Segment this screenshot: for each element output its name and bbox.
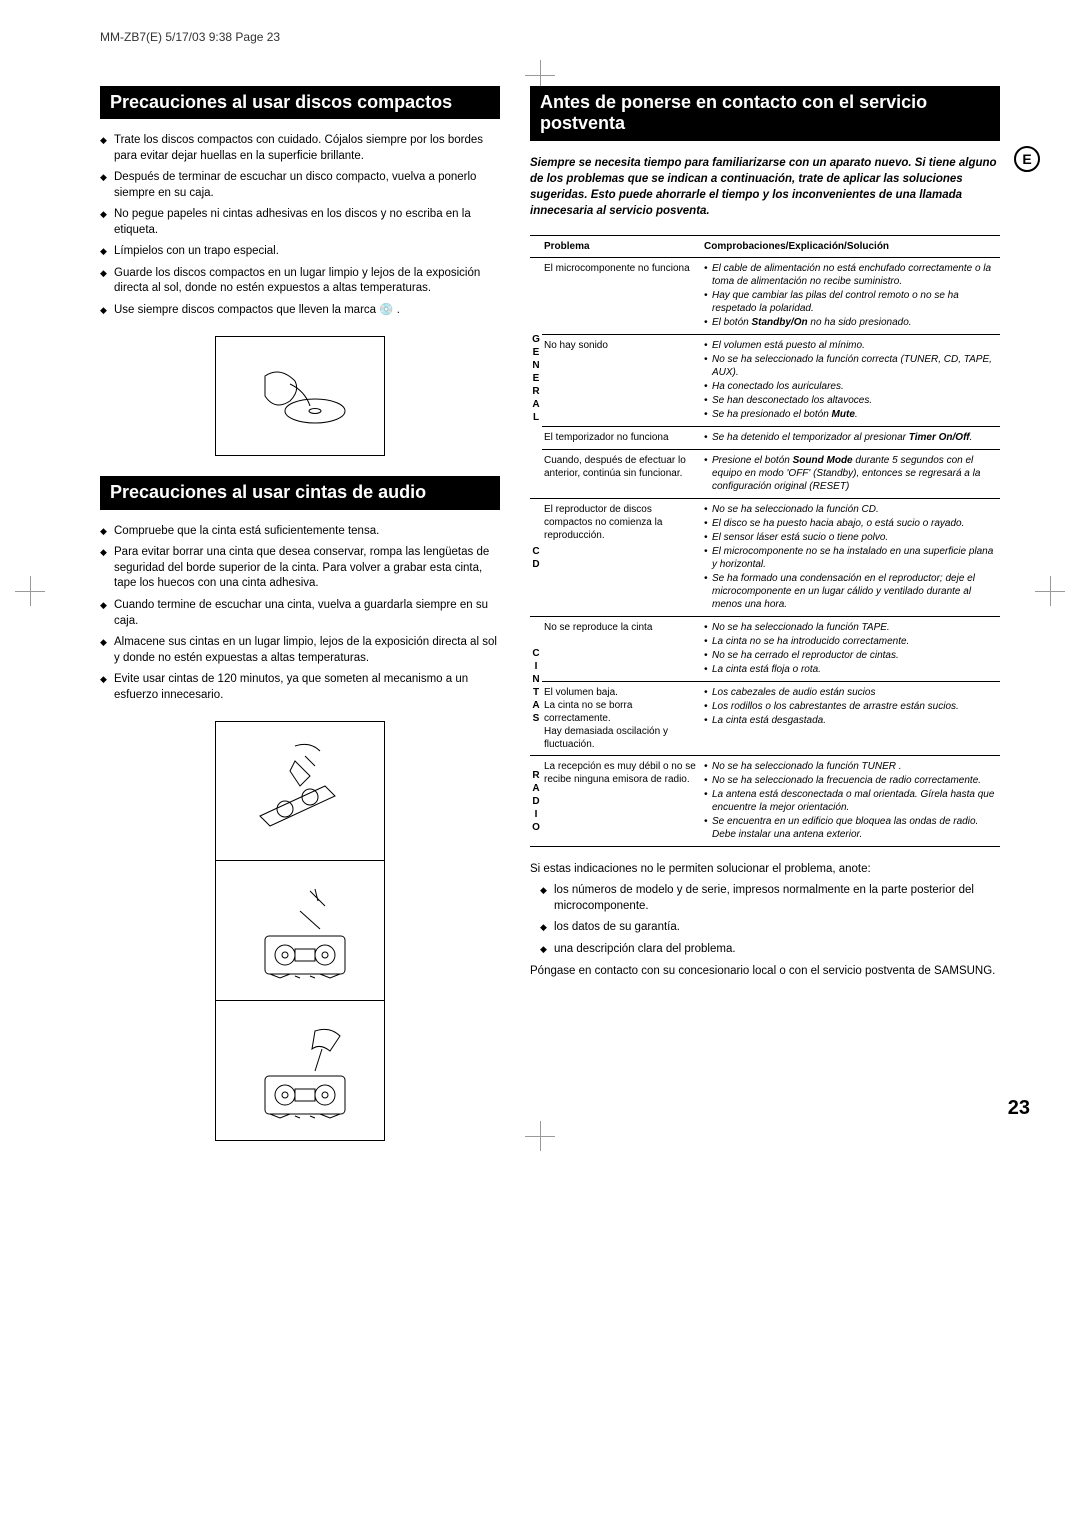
bullet-item: los datos de su garantía. — [540, 920, 1000, 936]
category-label: CINTAS — [530, 617, 542, 756]
page: MM-ZB7(E) 5/17/03 9:38 Page 23 Precaucio… — [0, 0, 1080, 1181]
solution-item: Se ha detenido el temporizador al presio… — [704, 431, 998, 444]
page-number: 23 — [1008, 1095, 1030, 1121]
content-columns: Precauciones al usar discos compactos Tr… — [100, 86, 1000, 1142]
solution-item: La cinta está floja o rota. — [704, 663, 998, 676]
category-label: CD — [530, 499, 542, 617]
heading-tape-precautions: Precauciones al usar cintas de audio — [100, 476, 500, 510]
crop-mark-left — [10, 571, 50, 611]
bullet-item: Trate los discos compactos con cuidado. … — [100, 133, 500, 164]
solution-item: No se ha seleccionado la función TUNER . — [704, 760, 998, 773]
solution-item: Se encuentra en un edificio que bloquea … — [704, 815, 998, 841]
problem-cell: El microcomponente no funciona — [542, 258, 702, 335]
table-row: El volumen baja. La cinta no se borra co… — [530, 682, 1000, 756]
th-category — [530, 236, 542, 258]
solution-item: Se ha formado una condensación en el rep… — [704, 572, 998, 611]
problem-cell: El volumen baja. La cinta no se borra co… — [542, 682, 702, 756]
solution-item: La cinta no se ha introducido correctame… — [704, 635, 998, 648]
problem-cell: No se reproduce la cinta — [542, 617, 702, 682]
solution-cell: No se ha seleccionado la función TAPE.La… — [702, 617, 1000, 682]
solution-cell: Presione el botón Sound Mode durante 5 s… — [702, 450, 1000, 499]
bullet-item: Evite usar cintas de 120 minutos, ya que… — [100, 672, 500, 703]
bullet-item: Use siempre discos compactos que lleven … — [100, 303, 500, 319]
table-row: CINTASNo se reproduce la cintaNo se ha s… — [530, 617, 1000, 682]
th-solution: Comprobaciones/Explicación/Solución — [702, 236, 1000, 258]
table-row: CDEl reproductor de discos compactos no … — [530, 499, 1000, 617]
service-intro: Siempre se necesita tiempo para familiar… — [530, 155, 1000, 219]
solution-item: No se ha seleccionado la función TAPE. — [704, 621, 998, 634]
solution-item: No se ha seleccionado la función CD. — [704, 503, 998, 516]
bullet-item: Compruebe que la cinta está suficienteme… — [100, 524, 500, 540]
bullet-item: Cuando termine de escuchar una cinta, vu… — [100, 598, 500, 629]
bullet-item: una descripción clara del problema. — [540, 942, 1000, 958]
language-badge: E — [1014, 146, 1040, 172]
solution-cell: El cable de alimentación no está enchufa… — [702, 258, 1000, 335]
crop-mark-right — [1030, 571, 1070, 611]
print-header: MM-ZB7(E) 5/17/03 9:38 Page 23 — [100, 30, 1040, 46]
table-row: GENERALEl microcomponente no funcionaEl … — [530, 258, 1000, 335]
solution-item: Se han desconectado los altavoces. — [704, 394, 998, 407]
solution-item: Los rodillos o los cabrestantes de arras… — [704, 700, 998, 713]
bullet-item: Límpielos con un trapo especial. — [100, 244, 500, 260]
solution-cell: El volumen está puesto al mínimo.No se h… — [702, 335, 1000, 427]
heading-before-service: Antes de ponerse en contacto con el serv… — [530, 86, 1000, 141]
solution-item: No se ha seleccionado la función correct… — [704, 353, 998, 379]
bullet-item: No pegue papeles ni cintas adhesivas en … — [100, 207, 500, 238]
solution-cell: Se ha detenido el temporizador al presio… — [702, 427, 1000, 450]
bullet-item: los números de modelo y de serie, impres… — [540, 883, 1000, 914]
solution-item: No se ha cerrado el reproductor de cinta… — [704, 649, 998, 662]
solution-item: Los cabezales de audio están sucios — [704, 686, 998, 699]
after-bullet-list: los números de modelo y de serie, impres… — [540, 883, 1000, 957]
solution-item: No se ha seleccionado la frecuencia de r… — [704, 774, 998, 787]
after-table-text: Si estas indicaciones no le permiten sol… — [530, 861, 1000, 979]
solution-item: Hay que cambiar las pilas del control re… — [704, 289, 998, 315]
problem-cell: El temporizador no funciona — [542, 427, 702, 450]
problem-cell: No hay sonido — [542, 335, 702, 427]
table-row: No hay sonidoEl volumen está puesto al m… — [530, 335, 1000, 427]
illustration-tape-tab-cover — [215, 1001, 385, 1141]
solution-cell: No se ha seleccionado la función CD.El d… — [702, 499, 1000, 617]
solution-cell: Los cabezales de audio están suciosLos r… — [702, 682, 1000, 756]
table-row: Cuando, después de efectuar lo anterior,… — [530, 450, 1000, 499]
solution-item: Presione el botón Sound Mode durante 5 s… — [704, 454, 998, 493]
problem-cell: El reproductor de discos compactos no co… — [542, 499, 702, 617]
problem-cell: Cuando, después de efectuar lo anterior,… — [542, 450, 702, 499]
bullet-item: Almacene sus cintas en un lugar limpio, … — [100, 635, 500, 666]
troubleshooting-table: Problema Comprobaciones/Explicación/Solu… — [530, 235, 1000, 847]
illustration-tape-tab-break — [215, 861, 385, 1001]
solution-item: El disco se ha puesto hacia abajo, o est… — [704, 517, 998, 530]
tape-precautions-list: Compruebe que la cinta está suficienteme… — [100, 524, 500, 703]
right-column: E Antes de ponerse en contacto con el se… — [530, 86, 1000, 1142]
solution-item: El microcomponente no se ha instalado en… — [704, 545, 998, 571]
after-intro: Si estas indicaciones no le permiten sol… — [530, 861, 1000, 877]
heading-cd-precautions: Precauciones al usar discos compactos — [100, 86, 500, 120]
solution-cell: No se ha seleccionado la función TUNER .… — [702, 756, 1000, 847]
bullet-item: Después de terminar de escuchar un disco… — [100, 170, 500, 201]
table-row: RADIOLa recepción es muy débil o no se r… — [530, 756, 1000, 847]
bullet-item: Guarde los discos compactos en un lugar … — [100, 266, 500, 297]
illustration-cd-handling — [215, 336, 385, 456]
bullet-item: Para evitar borrar una cinta que desea c… — [100, 545, 500, 592]
solution-item: El botón Standby/On no ha sido presionad… — [704, 316, 998, 329]
category-label: GENERAL — [530, 258, 542, 499]
problem-cell: La recepción es muy débil o no se recibe… — [542, 756, 702, 847]
solution-item: El sensor láser está sucio o tiene polvo… — [704, 531, 998, 544]
tape-illustrations — [100, 721, 500, 1141]
table-row: El temporizador no funcionaSe ha detenid… — [530, 427, 1000, 450]
solution-item: La cinta está desgastada. — [704, 714, 998, 727]
category-label: RADIO — [530, 756, 542, 847]
after-outro: Póngase en contacto con su concesionario… — [530, 963, 1000, 979]
solution-item: La antena está desconectada o mal orient… — [704, 788, 998, 814]
left-column: Precauciones al usar discos compactos Tr… — [100, 86, 500, 1142]
illustration-tape-tension — [215, 721, 385, 861]
th-problem: Problema — [542, 236, 702, 258]
solution-item: Ha conectado los auriculares. — [704, 380, 998, 393]
solution-item: El cable de alimentación no está enchufa… — [704, 262, 998, 288]
cd-precautions-list: Trate los discos compactos con cuidado. … — [100, 133, 500, 318]
solution-item: Se ha presionado el botón Mute. — [704, 408, 998, 421]
solution-item: El volumen está puesto al mínimo. — [704, 339, 998, 352]
